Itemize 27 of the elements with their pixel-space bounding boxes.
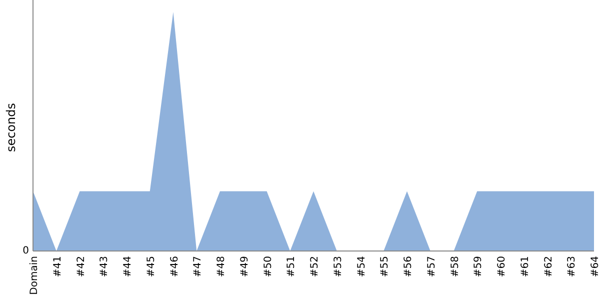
x-tick-label: #44 — [122, 256, 134, 278]
x-tick-label: #49 — [239, 256, 250, 278]
x-tick-label: #56 — [403, 256, 414, 278]
x-tick-label: #46 — [169, 256, 180, 278]
x-tick-label: #42 — [76, 256, 87, 278]
y-axis-title: seconds — [4, 102, 18, 152]
x-tick-label: #41 — [52, 256, 64, 278]
x-tick-label: #55 — [380, 256, 391, 278]
x-tick-label: Domain — [29, 256, 40, 295]
x-tick-label: #61 — [520, 256, 531, 278]
x-tick-label: #58 — [450, 256, 461, 278]
x-tick-label: #50 — [262, 256, 274, 278]
x-tick-label: #52 — [310, 256, 320, 278]
x-tick-label: #53 — [332, 256, 344, 278]
text: 0 — [22, 246, 29, 257]
x-tick-label: #43 — [99, 256, 110, 278]
x-tick-label: #51 — [286, 256, 298, 278]
x-tick-label: #45 — [146, 256, 157, 278]
x-tick-label: #60 — [496, 256, 508, 278]
x-tick-label: #47 — [192, 256, 204, 278]
x-tick-label: #59 — [473, 256, 484, 278]
x-tick-label: #64 — [590, 256, 600, 278]
x-tick-label: #48 — [216, 256, 227, 278]
x-tick-label: #62 — [543, 256, 554, 278]
x-tick-label: #63 — [566, 256, 578, 278]
x-tick-label: #54 — [356, 256, 368, 278]
x-tick-label: #57 — [426, 256, 438, 278]
